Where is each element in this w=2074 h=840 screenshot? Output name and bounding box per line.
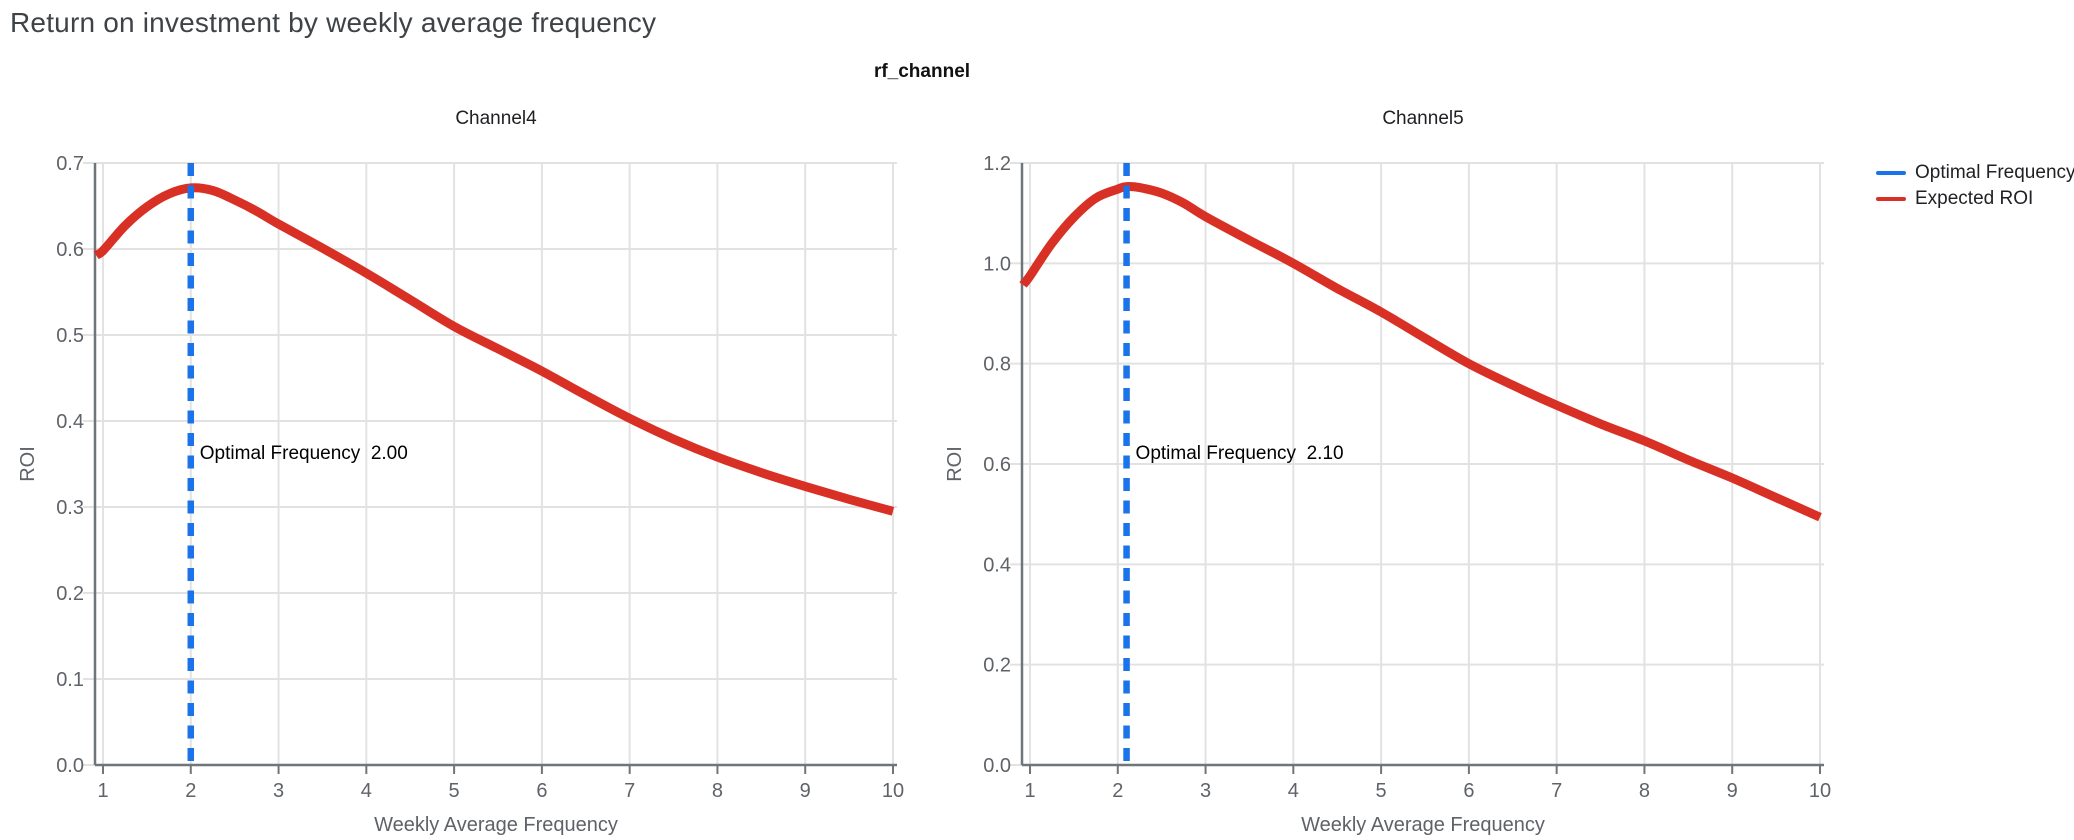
legend-label: Optimal Frequency [1915,162,2074,183]
page-title: Return on investment by weekly average f… [10,7,657,38]
expected-roi-curve [1019,181,1822,522]
x-tick-label: 7 [624,780,635,802]
x-tick-label: 1 [97,780,108,802]
x-axis-title: Weekly Average Frequency [1301,814,1545,836]
x-tick-label: 6 [1463,780,1474,802]
legend-swatch-icon [1876,197,1906,201]
legend-swatch-icon [1876,171,1906,175]
facet-panel-channel5: Channel5 0.0 0.2 0.4 0.6 0.8 1.0 1.2 1 2 3 4 5 6 7 8 9 10… [944,108,1831,836]
x-tick-label: 4 [1288,780,1299,802]
facet-title: Channel5 [1382,108,1463,129]
x-tick-label: 5 [1376,780,1387,802]
x-tick-label: 10 [882,780,904,802]
x-tick-label: 3 [273,780,284,802]
facet-panels-row: Channel4 0.0 0.1 0.2 0.3 0.4 0.5 0.6 0.7 1 2 3 4 5 6 7 8… [12,95,1832,840]
y-tick-label: 0.7 [56,153,84,175]
legend-label: Expected ROI [1915,188,2034,209]
y-tick-label: 0.1 [56,669,84,691]
x-tick-label: 9 [1727,780,1738,802]
y-tick-label: 0.2 [983,655,1011,677]
legend-item-optimal-frequency: Optimal Frequency [1876,160,2074,186]
y-tick-label: 1.2 [983,153,1011,175]
x-tick-label: 8 [1639,780,1650,802]
x-axis-title: Weekly Average Frequency [374,814,618,836]
y-tick-label: 0.0 [56,755,84,777]
optimal-frequency-annotation: Optimal Frequency 2.10 [1136,443,1344,464]
y-tick-label: 0.0 [983,755,1011,777]
y-axis-title: ROI [944,446,966,482]
x-tick-label: 10 [1809,780,1831,802]
y-tick-label: 0.2 [56,583,84,605]
x-tick-label: 2 [185,780,196,802]
legend-item-expected-roi: Expected ROI [1876,186,2074,212]
legend: Optimal Frequency Expected ROI [1876,160,2074,212]
optimal-frequency-annotation: Optimal Frequency 2.00 [200,443,408,464]
x-tick-label: 6 [536,780,547,802]
x-tick-label: 7 [1551,780,1562,802]
x-tick-label: 2 [1112,780,1123,802]
x-tick-label: 1 [1024,780,1035,802]
y-tick-label: 0.5 [56,325,84,347]
y-axis-title: ROI [17,446,39,482]
x-tick-label: 8 [712,780,723,802]
x-tick-label: 5 [449,780,460,802]
y-tick-label: 1.0 [983,253,1011,275]
expected-roi-curve [93,183,895,516]
y-tick-label: 0.8 [983,354,1011,376]
facet-panel-channel4: Channel4 0.0 0.1 0.2 0.3 0.4 0.5 0.6 0.7 1 2 3 4 5 6 7 8… [17,108,904,836]
x-tick-label: 4 [361,780,372,802]
y-tick-label: 0.6 [983,454,1011,476]
y-tick-label: 0.4 [983,554,1011,576]
y-tick-label: 0.6 [56,239,84,261]
y-tick-label: 0.3 [56,497,84,519]
facet-title: Channel4 [455,108,537,129]
x-tick-label: 9 [800,780,811,802]
x-tick-label: 3 [1200,780,1211,802]
y-tick-label: 0.4 [56,411,84,433]
facet-strip-title: rf_channel [873,61,971,82]
